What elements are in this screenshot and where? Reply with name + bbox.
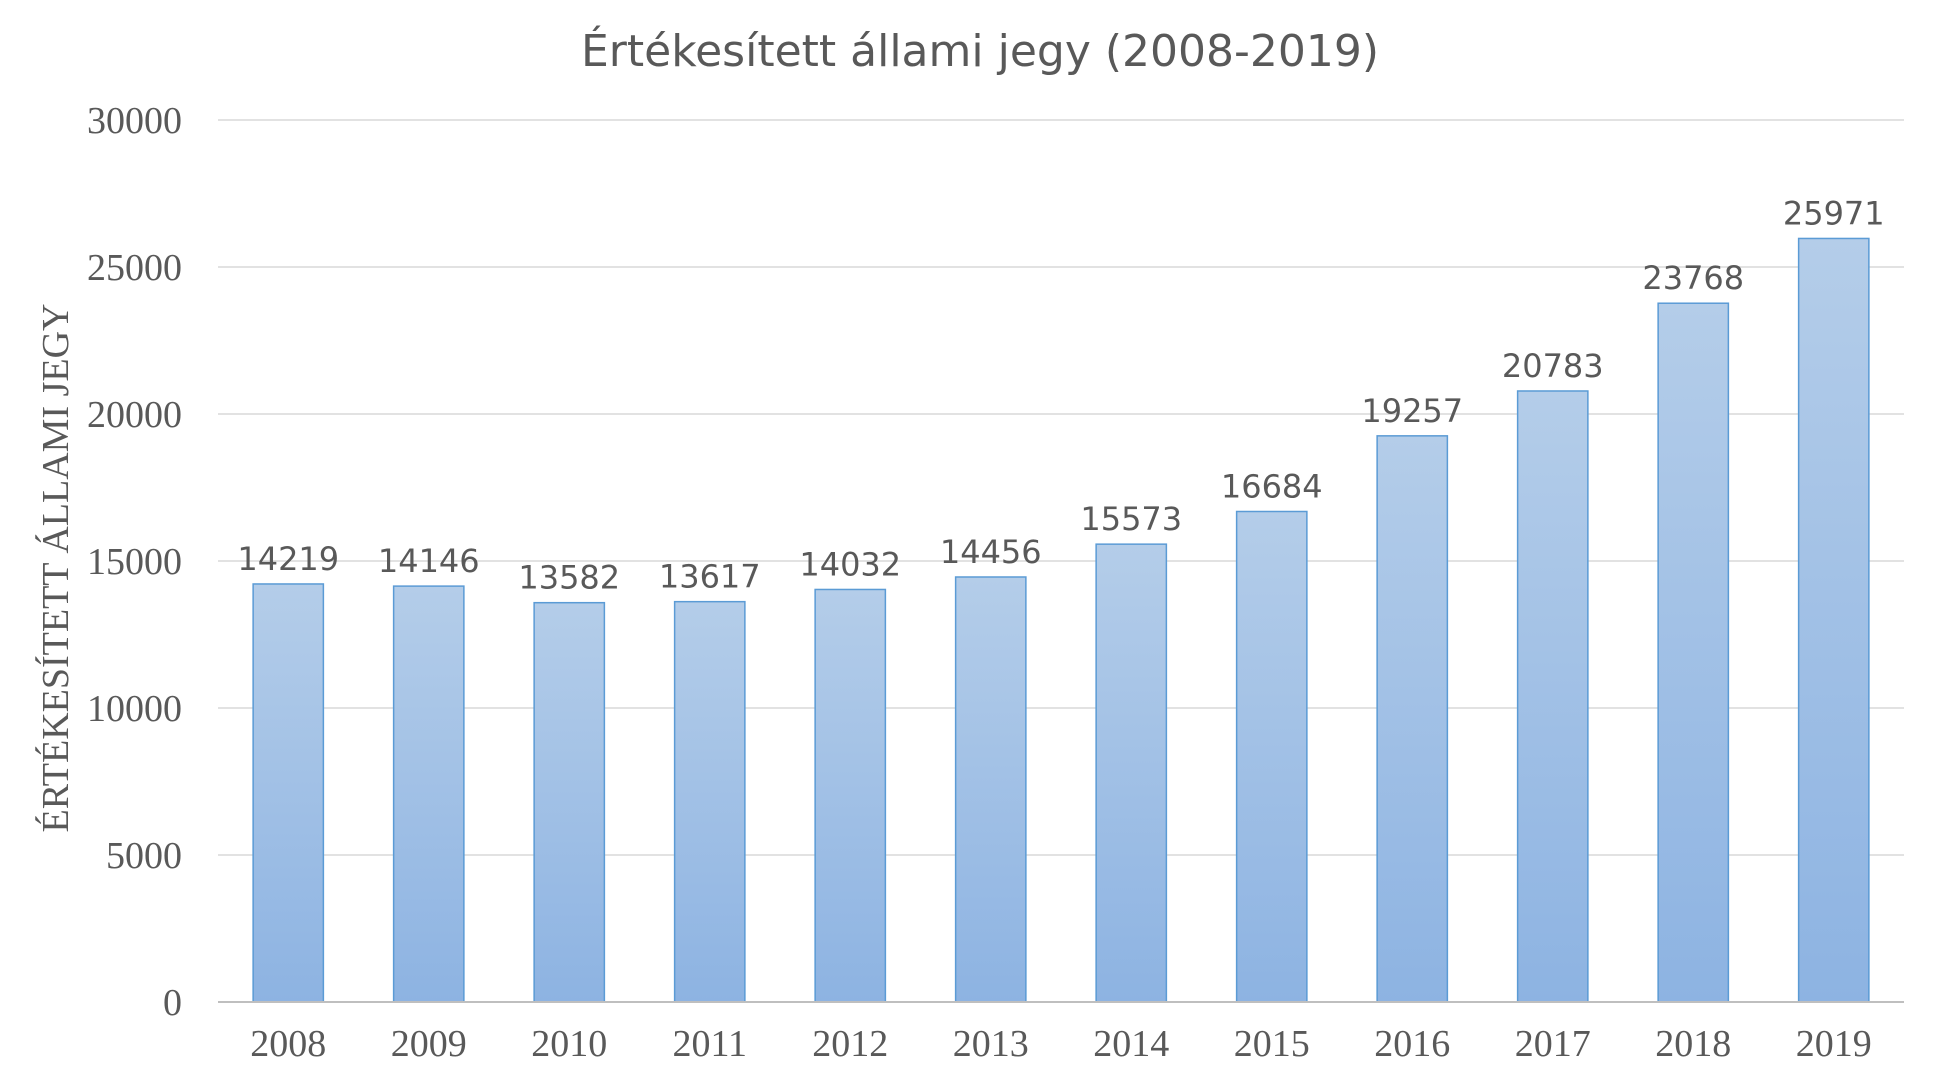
data-label-2019: 25971 [1783, 194, 1885, 232]
chart-title: Értékesített állami jegy (2008-2019) [581, 24, 1379, 77]
bars [252, 237, 1870, 1003]
x-tick-label: 2017 [1515, 1023, 1591, 1065]
x-tick-label: 2018 [1655, 1023, 1731, 1065]
x-tick-label: 2015 [1234, 1023, 1310, 1065]
x-tick-label: 2014 [1093, 1023, 1169, 1065]
bar-2011 [673, 600, 746, 1003]
y-tick-label: 20000 [87, 394, 182, 436]
bar-2013 [954, 576, 1027, 1003]
y-tick-label: 0 [163, 982, 182, 1024]
y-axis-label: ÉRTÉKESÍTETT ÁLLAMI JEGY [35, 304, 77, 833]
x-tick-label: 2008 [250, 1023, 326, 1065]
bar-2008 [252, 583, 325, 1003]
y-axis-ticks: 0 5000 10000 15000 20000 25000 30000 [87, 100, 182, 1024]
data-labels: 14219 14146 13582 13617 14032 14456 15573 16684… [237, 194, 1884, 596]
data-label-2009: 14146 [378, 542, 480, 580]
x-axis-ticks: 2008 2009 2010 2011 2012 2013 2014 2015 2016 2017… [250, 1023, 1872, 1065]
x-tick-label: 2010 [531, 1023, 607, 1065]
data-label-2008: 14219 [237, 540, 339, 578]
y-tick-label: 25000 [87, 247, 182, 289]
data-label-2013: 14456 [940, 533, 1042, 571]
y-tick-label: 10000 [87, 688, 182, 730]
bar-2009 [392, 585, 465, 1003]
x-tick-label: 2013 [953, 1023, 1029, 1065]
data-label-2016: 19257 [1361, 392, 1463, 430]
bar-2012 [814, 588, 887, 1003]
bar-2016 [1376, 435, 1449, 1003]
data-label-2012: 14032 [799, 545, 901, 583]
x-tick-label: 2011 [672, 1023, 747, 1065]
y-tick-label: 15000 [87, 541, 182, 583]
data-label-2014: 15573 [1080, 500, 1182, 538]
data-label-2011: 13617 [659, 558, 761, 596]
bar-2018 [1657, 302, 1730, 1003]
y-tick-label: 30000 [87, 100, 182, 142]
gridlines [218, 119, 1904, 856]
x-tick-label: 2009 [391, 1023, 467, 1065]
x-tick-label: 2019 [1796, 1023, 1872, 1065]
data-label-2015: 16684 [1221, 467, 1323, 505]
bar-2014 [1095, 543, 1168, 1003]
bar-2015 [1235, 510, 1308, 1003]
y-tick-label: 5000 [106, 835, 182, 877]
data-label-2018: 23768 [1642, 259, 1744, 297]
bar-2010 [533, 601, 606, 1003]
x-tick-label: 2012 [812, 1023, 888, 1065]
bar-2019 [1797, 237, 1870, 1003]
data-label-2017: 20783 [1502, 347, 1604, 385]
x-tick-label: 2016 [1374, 1023, 1450, 1065]
data-label-2010: 13582 [518, 559, 620, 597]
bar-2017 [1516, 390, 1589, 1003]
